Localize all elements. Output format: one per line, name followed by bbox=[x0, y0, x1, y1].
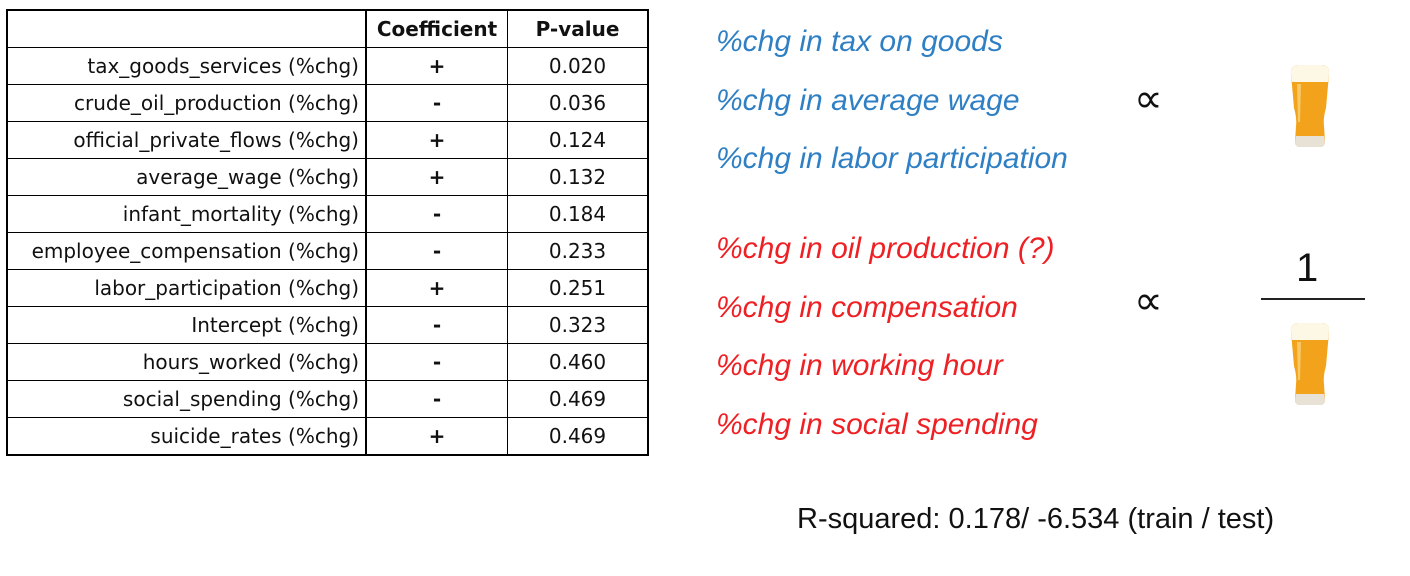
variable-cell: crude_oil_production (%chg) bbox=[6, 84, 367, 122]
p-value-cell: 0.323 bbox=[507, 306, 649, 344]
negative-factor: %chg in oil production (?) bbox=[716, 232, 1055, 265]
table-row: infant_mortality (%chg) -0.184 bbox=[6, 195, 649, 233]
table-row: tax_goods_services (%chg) +0.020 bbox=[6, 47, 649, 85]
table-row: average_wage (%chg) +0.132 bbox=[6, 158, 649, 196]
p-value-cell: 0.036 bbox=[507, 84, 649, 122]
variable-cell: social_spending (%chg) bbox=[6, 380, 367, 418]
p-value-cell: 0.184 bbox=[507, 195, 649, 233]
variable-cell: employee_compensation (%chg) bbox=[6, 232, 367, 270]
table-header-row: Coefficient P-value bbox=[6, 9, 649, 48]
beer-glass-icon bbox=[1290, 65, 1330, 147]
variable-cell: infant_mortality (%chg) bbox=[6, 195, 367, 233]
table-row: Intercept (%chg) -0.323 bbox=[6, 306, 649, 344]
variable-cell: Intercept (%chg) bbox=[6, 306, 367, 344]
p-value-cell: 0.233 bbox=[507, 232, 649, 270]
coefficient-cell: + bbox=[365, 121, 508, 159]
regression-table: Coefficient P-value tax_goods_services (… bbox=[6, 9, 649, 456]
header-p-value: P-value bbox=[507, 9, 649, 48]
header-corner bbox=[6, 9, 367, 48]
r-squared-text: R-squared: 0.178/ -6.534 (train / test) bbox=[797, 503, 1275, 535]
table-row: employee_compensation (%chg) -0.233 bbox=[6, 232, 649, 270]
table-row: hours_worked (%chg) -0.460 bbox=[6, 343, 649, 381]
p-value-cell: 0.469 bbox=[507, 380, 649, 418]
proportional-symbol-direct: ∝ bbox=[1134, 76, 1163, 122]
coefficient-cell: - bbox=[365, 232, 508, 270]
table-row: crude_oil_production (%chg) -0.036 bbox=[6, 84, 649, 122]
coefficient-cell: + bbox=[365, 158, 508, 196]
p-value-cell: 0.020 bbox=[507, 47, 649, 85]
table-row: suicide_rates (%chg) +0.469 bbox=[6, 417, 649, 456]
table-row: social_spending (%chg) -0.469 bbox=[6, 380, 649, 418]
variable-cell: official_private_flows (%chg) bbox=[6, 121, 367, 159]
p-value-cell: 0.132 bbox=[507, 158, 649, 196]
variable-cell: hours_worked (%chg) bbox=[6, 343, 367, 381]
coefficient-cell: - bbox=[365, 195, 508, 233]
p-value-cell: 0.251 bbox=[507, 269, 649, 307]
variable-cell: average_wage (%chg) bbox=[6, 158, 367, 196]
variable-cell: labor_participation (%chg) bbox=[6, 269, 367, 307]
negative-factor: %chg in compensation bbox=[716, 290, 1018, 324]
inverse-numerator: 1 bbox=[1296, 246, 1319, 290]
p-value-cell: 0.469 bbox=[507, 417, 649, 456]
table-row: labor_participation (%chg) +0.251 bbox=[6, 269, 649, 307]
table-row: official_private_flows (%chg) +0.124 bbox=[6, 121, 649, 159]
negative-factor-list: %chg in oil production (?) %chg in compen… bbox=[716, 220, 1055, 454]
beer-glass-icon bbox=[1290, 323, 1330, 405]
positive-factor: %chg in tax on goods bbox=[716, 25, 1003, 58]
negative-factor: %chg in social spending bbox=[716, 407, 1038, 441]
coefficient-cell: - bbox=[365, 343, 508, 381]
table-body: tax_goods_services (%chg) +0.020 crude_oil… bbox=[6, 47, 649, 456]
positive-factor: %chg in average wage bbox=[716, 83, 1020, 117]
p-value-cell: 0.460 bbox=[507, 343, 649, 381]
coefficient-cell: - bbox=[365, 380, 508, 418]
positive-factor: %chg in labor participation bbox=[716, 142, 1068, 175]
coefficient-cell: + bbox=[365, 47, 508, 85]
fraction-line bbox=[1261, 298, 1365, 300]
coefficient-cell: - bbox=[365, 84, 508, 122]
negative-factor: %chg in working hour bbox=[716, 349, 1003, 382]
header-coefficient: Coefficient bbox=[365, 9, 508, 48]
p-value-cell: 0.124 bbox=[507, 121, 649, 159]
coefficient-cell: - bbox=[365, 306, 508, 344]
coefficient-cell: + bbox=[365, 417, 508, 456]
positive-factor-list: %chg in tax on goods %chg in average wage… bbox=[716, 13, 1068, 189]
variable-cell: tax_goods_services (%chg) bbox=[6, 47, 367, 85]
coefficient-cell: + bbox=[365, 269, 508, 307]
proportional-symbol-inverse: ∝ bbox=[1134, 278, 1163, 324]
variable-cell: suicide_rates (%chg) bbox=[6, 417, 367, 456]
